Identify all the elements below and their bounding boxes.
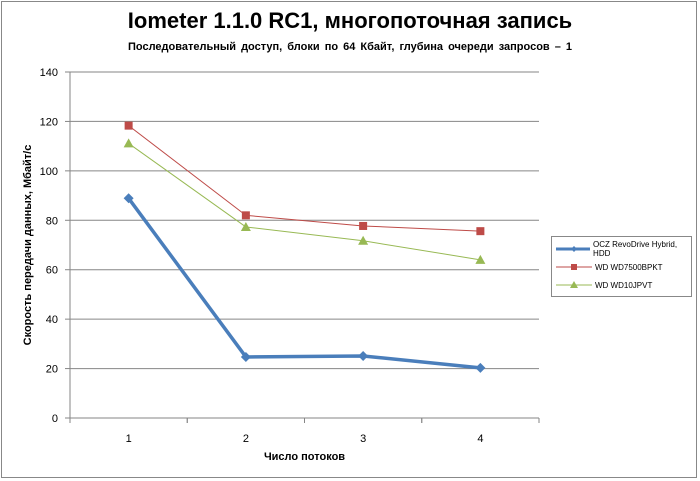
x-tick-label: 1 <box>126 433 132 445</box>
series-line-2 <box>128 143 481 261</box>
x-tick-label: 3 <box>360 433 366 445</box>
legend-swatch-icon <box>556 246 591 252</box>
data-point-0-2 <box>358 350 369 361</box>
chart-title: Iometer 1.1.0 RC1, многопоточная запись <box>127 8 573 33</box>
legend-swatch-icon <box>556 281 592 288</box>
y-tick-label: 120 <box>40 116 58 128</box>
data-point-2-2 <box>358 235 369 245</box>
data-point-0-3 <box>475 362 486 373</box>
legend-item: WD WD7500BPKT <box>556 261 663 273</box>
legend-item: OCZ RevoDrive Hybrid, HDD <box>556 240 691 258</box>
data-point-1-3 <box>476 227 485 236</box>
legend-item: WD WD10JPVT <box>556 279 652 291</box>
y-tick-label: 100 <box>40 166 58 178</box>
x-tick-label: 4 <box>477 433 483 445</box>
data-point-2-1 <box>240 221 251 231</box>
x-axis-label: Число потоков <box>264 451 345 463</box>
y-tick-label: 20 <box>46 364 58 376</box>
legend: OCZ RevoDrive Hybrid, HDD WD WD7500BPKT WD… <box>551 236 692 297</box>
y-axis-label: Скорость передачи данных, Мбайт/с <box>22 145 34 346</box>
data-point-1-2 <box>359 221 368 230</box>
data-point-1-1 <box>241 211 250 220</box>
legend-label: OCZ RevoDrive Hybrid, HDD <box>593 240 678 258</box>
y-tick-label: 60 <box>46 265 58 277</box>
data-point-2-3 <box>475 254 486 264</box>
data-point-0-1 <box>240 351 251 362</box>
series-line-1 <box>128 125 481 232</box>
y-tick-label: 40 <box>46 314 58 326</box>
legend-label: WD WD7500BPKT <box>595 262 663 272</box>
y-tick-label: 0 <box>52 413 58 425</box>
data-point-2-0 <box>123 138 134 148</box>
legend-swatch-icon <box>556 264 592 270</box>
legend-label: WD WD10JPVT <box>595 280 653 290</box>
data-point-1-0 <box>124 121 133 130</box>
x-tick-label: 2 <box>243 433 249 445</box>
data-point-0-0 <box>123 193 134 204</box>
y-tick-label: 80 <box>46 215 58 227</box>
chart-subtitle: Последовательный доступ, блоки по 64 Кба… <box>127 41 573 53</box>
series-line-0 <box>127 197 481 370</box>
y-tick-label: 140 <box>40 67 58 79</box>
